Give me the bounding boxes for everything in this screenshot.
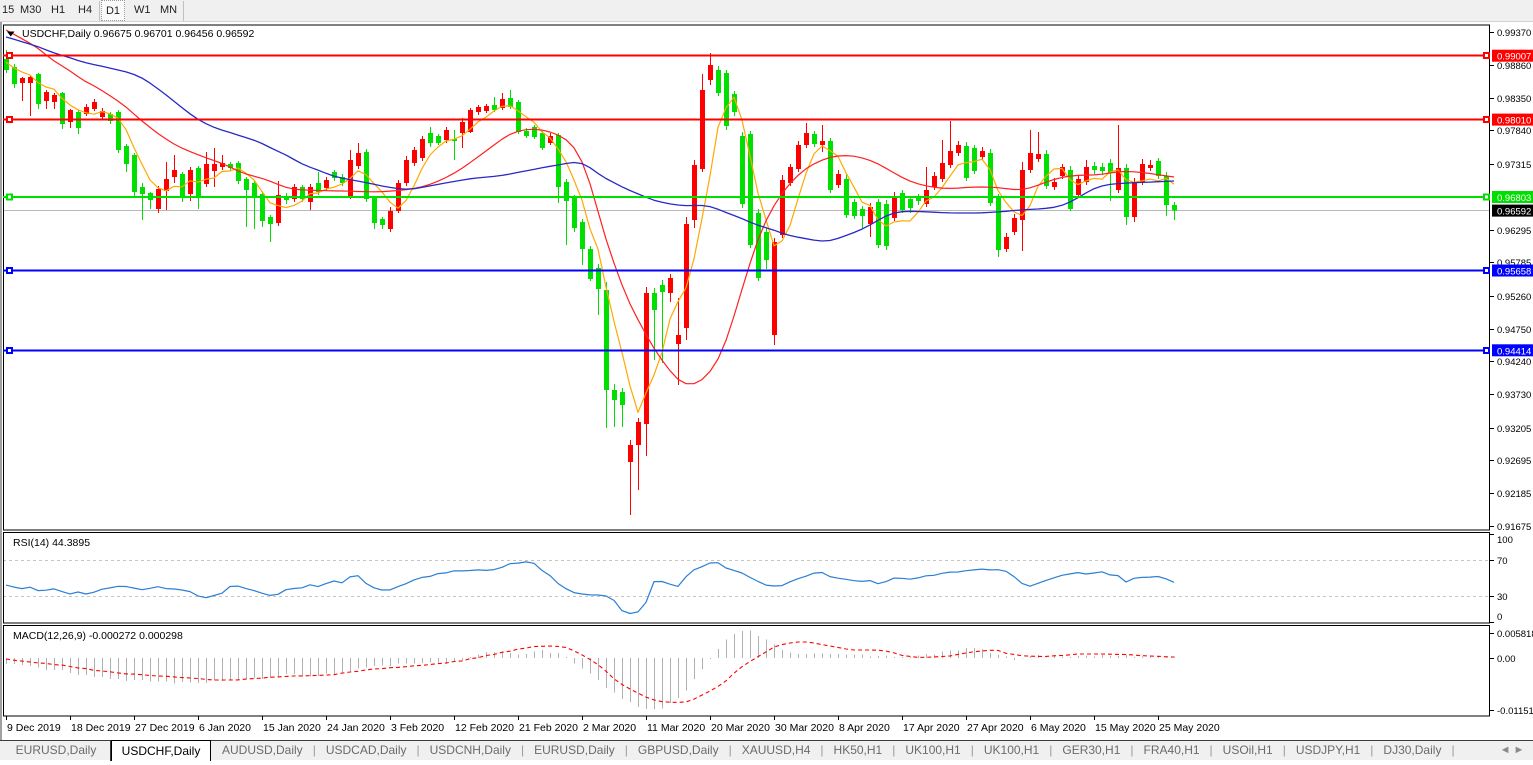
svg-text:2 Mar 2020: 2 Mar 2020 (583, 722, 636, 734)
svg-text:27 Apr 2020: 27 Apr 2020 (967, 722, 1024, 734)
svg-text:3 Feb 2020: 3 Feb 2020 (391, 722, 444, 734)
svg-text:0.98010: 0.98010 (1497, 116, 1531, 127)
svg-text:0.93205: 0.93205 (1497, 424, 1531, 435)
svg-text:27 Dec 2019: 27 Dec 2019 (135, 722, 195, 734)
svg-text:12 Feb 2020: 12 Feb 2020 (455, 722, 514, 734)
svg-text:0.96592: 0.96592 (1497, 207, 1531, 218)
svg-text:0.99370: 0.99370 (1497, 28, 1531, 39)
svg-text:100: 100 (1497, 535, 1513, 546)
svg-text:11 Mar 2020: 11 Mar 2020 (647, 722, 705, 734)
svg-text:30 Mar 2020: 30 Mar 2020 (775, 722, 834, 734)
svg-text:0.94240: 0.94240 (1497, 357, 1531, 368)
svg-text:9 Dec 2019: 9 Dec 2019 (7, 722, 61, 734)
svg-text:0.98860: 0.98860 (1497, 61, 1531, 72)
svg-text:0.93730: 0.93730 (1497, 390, 1531, 401)
svg-text:0.00: 0.00 (1497, 654, 1516, 665)
svg-text:0.92695: 0.92695 (1497, 456, 1531, 467)
svg-text:8 Apr 2020: 8 Apr 2020 (839, 722, 890, 734)
svg-text:RSI(14) 44.3895: RSI(14) 44.3895 (13, 537, 90, 549)
svg-text:0.96295: 0.96295 (1497, 226, 1531, 237)
svg-text:0.97315: 0.97315 (1497, 160, 1531, 171)
svg-text:0.98350: 0.98350 (1497, 94, 1531, 105)
svg-text:25 May 2020: 25 May 2020 (1159, 722, 1220, 734)
svg-text:0.94750: 0.94750 (1497, 325, 1531, 336)
svg-text:18 Dec 2019: 18 Dec 2019 (71, 722, 131, 734)
svg-text:20 Mar 2020: 20 Mar 2020 (711, 722, 770, 734)
svg-text:6 Jan 2020: 6 Jan 2020 (199, 722, 251, 734)
svg-text:0.95658: 0.95658 (1497, 267, 1531, 278)
svg-text:15 May 2020: 15 May 2020 (1095, 722, 1156, 734)
svg-text:0.99007: 0.99007 (1497, 52, 1531, 63)
svg-text:17 Apr 2020: 17 Apr 2020 (903, 722, 960, 734)
svg-text:0.005818: 0.005818 (1497, 629, 1533, 640)
svg-text:MACD(12,26,9) -0.000272 0.0002: MACD(12,26,9) -0.000272 0.000298 (13, 630, 183, 642)
svg-text:-0.011514: -0.011514 (1497, 706, 1533, 717)
svg-text:USDCHF,Daily 0.96675 0.96701: USDCHF,Daily 0.96675 0.96701 0.96456 0.9… (22, 28, 254, 40)
svg-text:0: 0 (1497, 612, 1502, 623)
svg-text:6 May 2020: 6 May 2020 (1031, 722, 1086, 734)
svg-text:21 Feb 2020: 21 Feb 2020 (519, 722, 578, 734)
svg-text:0.95260: 0.95260 (1497, 292, 1531, 303)
svg-text:15 Jan 2020: 15 Jan 2020 (263, 722, 321, 734)
svg-text:0.95785: 0.95785 (1497, 258, 1531, 269)
svg-text:24 Jan 2020: 24 Jan 2020 (327, 722, 385, 734)
svg-text:30: 30 (1497, 592, 1508, 603)
svg-text:0.92185: 0.92185 (1497, 489, 1531, 500)
svg-text:0.94414: 0.94414 (1497, 346, 1531, 357)
svg-text:0.97840: 0.97840 (1497, 126, 1531, 137)
svg-text:0.96803: 0.96803 (1497, 193, 1531, 204)
svg-text:0.91675: 0.91675 (1497, 522, 1531, 533)
svg-text:70: 70 (1497, 556, 1508, 567)
